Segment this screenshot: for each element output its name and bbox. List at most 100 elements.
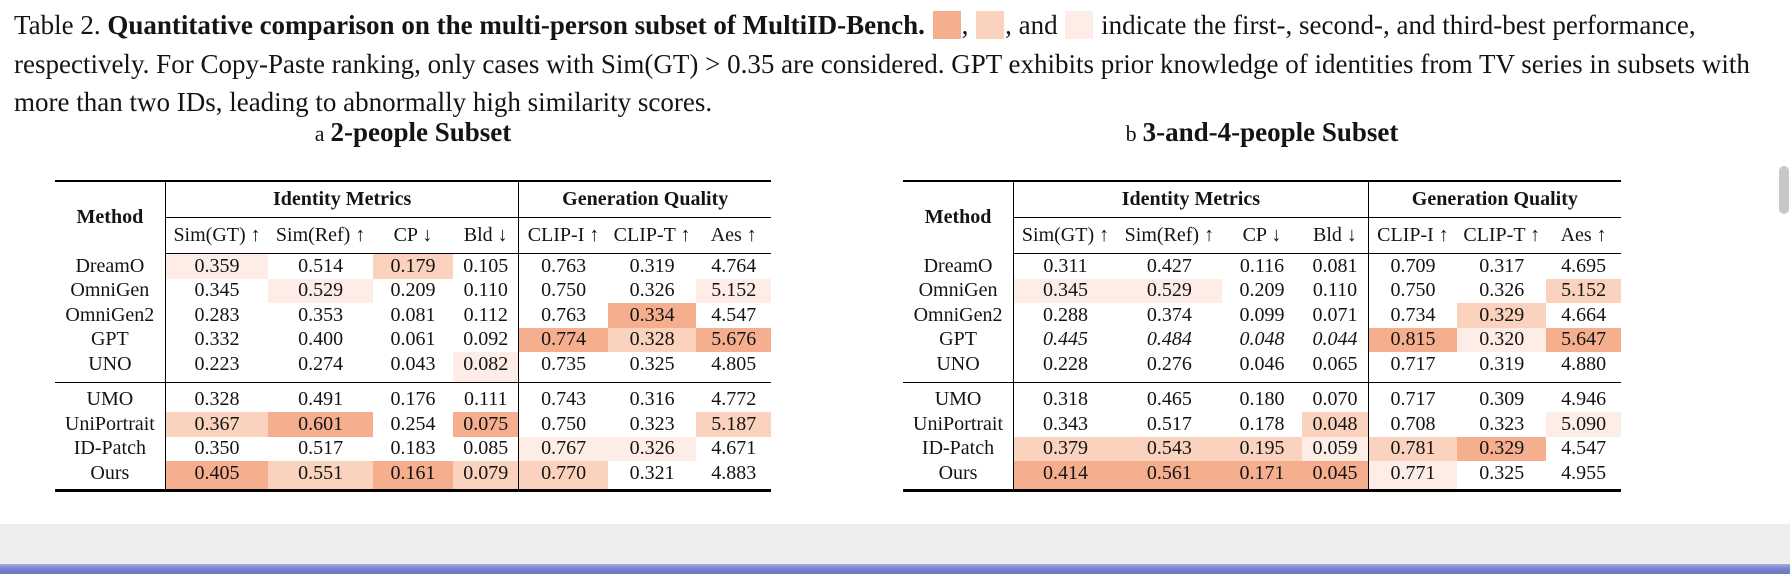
value-cell: 0.328 (607, 327, 697, 352)
method-cell: OmniGen (918, 279, 998, 302)
subtable-a-prefix: a (314, 121, 325, 146)
method-cell: OmniGen (70, 279, 150, 302)
table-row: GPT 0.332 0.400 0.061 0.092 0.774 0.328 5.676 (55, 327, 771, 352)
results-table-b: Method Identity Metrics Generation Quality… (903, 180, 1621, 492)
value-cell: 0.043 (390, 352, 436, 375)
table-row: ID-Patch 0.350 0.517 0.183 0.085 0.767 0.326 4.… (55, 436, 771, 461)
subtable-b-title-text: 3-and-4-people Subset (1142, 117, 1399, 147)
value-cell: 0.517 (298, 437, 344, 460)
value-cell: 0.070 (1302, 381, 1369, 412)
method-cell: UNO (936, 352, 980, 375)
value-cell: 0.099 (1239, 303, 1285, 326)
value-cell: 0.717 (1367, 381, 1458, 412)
value-cell: 0.071 (1312, 303, 1358, 326)
value-cell: 0.082 (453, 352, 519, 382)
value-cell: 0.400 (298, 328, 344, 351)
caption-bold-title: Quantitative comparison on the multi-per… (107, 10, 925, 40)
value-cell: 0.770 (518, 461, 608, 490)
table-row: UniPortrait 0.343 0.517 0.178 0.048 0.708 0.32… (903, 412, 1621, 437)
value-cell: 5.152 (1546, 278, 1621, 303)
value-cell: 0.079 (453, 461, 519, 490)
value-cell: 0.750 (518, 412, 608, 437)
subtable-b-prefix: b (1125, 121, 1137, 146)
window-bottom-strip (0, 524, 1790, 564)
method-cell: GPT (90, 328, 129, 351)
value-cell: 0.529 (268, 278, 373, 303)
value-cell: 0.465 (1116, 381, 1222, 412)
value-cell: 0.319 (629, 254, 675, 277)
value-cell: 0.708 (1367, 412, 1458, 437)
value-cell: 0.112 (463, 303, 508, 326)
value-cell: 0.491 (268, 381, 373, 412)
caption-sep1: , (961, 10, 969, 40)
value-cell: 4.547 (1561, 437, 1607, 460)
caption-text: indicate the first-, second-, and third-… (14, 10, 1750, 117)
method-column-header: Method (76, 206, 144, 229)
value-cell: 0.228 (1013, 352, 1117, 382)
value-cell: 0.771 (1367, 461, 1458, 490)
value-cell: 0.734 (1367, 303, 1458, 328)
value-cell: 0.367 (164, 412, 269, 437)
quality-group-header: Generation Quality (518, 181, 771, 218)
first-best-color-swatch (932, 11, 961, 39)
method-cell: UMO (903, 381, 1014, 412)
value-cell: 0.171 (1221, 461, 1303, 490)
method-cell: ID-Patch (73, 437, 146, 460)
value-cell: 0.345 (1013, 278, 1117, 303)
method-cell: Ours (938, 461, 978, 484)
value-cell: 0.110 (463, 279, 508, 302)
method-cell: ID-Patch (921, 437, 995, 460)
value-cell: 0.717 (1367, 352, 1458, 382)
value-cell: 0.359 (164, 253, 269, 279)
subtable-a-title-text: 2-people Subset (330, 117, 512, 147)
value-cell: 4.764 (711, 254, 757, 277)
value-cell: 0.276 (1146, 352, 1192, 375)
value-cell: 0.283 (164, 303, 269, 328)
value-cell: 0.379 (1013, 436, 1117, 461)
table-row: ID-Patch 0.379 0.543 0.195 0.059 0.781 0.329 4.… (903, 436, 1621, 461)
column-header: CLIP-I ↑ (1367, 217, 1458, 254)
value-cell: 0.405 (164, 461, 269, 490)
value-cell: 0.329 (1457, 303, 1547, 328)
value-cell: 0.320 (1457, 327, 1547, 352)
table-row: OmniGen 0.345 0.529 0.209 0.110 0.750 0.326 5.1… (903, 278, 1621, 303)
caption-label: Table 2. (14, 10, 101, 40)
value-cell: 0.325 (1479, 461, 1525, 484)
table-row: OmniGen2 0.288 0.374 0.099 0.071 0.734 0.329 4.… (903, 303, 1621, 328)
value-cell: 0.183 (390, 437, 436, 460)
method-cell: UMO (55, 381, 166, 412)
value-cell: 0.085 (463, 437, 509, 460)
value-cell: 0.209 (1239, 279, 1285, 302)
subtable-b-title: b 3-and-4-people Subset (903, 114, 1621, 150)
value-cell: 0.427 (1146, 254, 1192, 277)
value-cell: 0.319 (1479, 352, 1525, 375)
value-cell: 5.090 (1546, 412, 1621, 437)
column-header: CP ↓ (372, 217, 454, 254)
value-cell: 0.326 (607, 436, 697, 461)
column-header: Bld ↓ (1302, 217, 1369, 254)
column-header: Sim(GT) ↑ (164, 217, 269, 254)
subtable-2-people: a 2-people Subset Method Identity Metrics G… (55, 114, 771, 492)
value-cell: 0.048 (1302, 412, 1369, 437)
value-cell: 0.543 (1116, 436, 1222, 461)
value-cell: 0.110 (1312, 279, 1358, 302)
table-row: Ours 0.414 0.561 0.171 0.045 0.771 0.325 4.955 (903, 461, 1621, 490)
scrollbar-thumb[interactable] (1779, 166, 1789, 214)
table-row: OmniGen2 0.283 0.353 0.081 0.112 0.763 0.334 4.… (55, 303, 771, 328)
method-cell: UniPortrait (913, 412, 1004, 435)
value-cell: 0.529 (1116, 278, 1222, 303)
value-cell: 0.767 (518, 436, 608, 461)
column-header: CLIP-I ↑ (518, 217, 608, 254)
table-row: DreamO 0.359 0.514 0.179 0.105 0.763 0.319 4.76… (55, 253, 771, 279)
value-cell: 0.059 (1302, 436, 1369, 461)
value-cell: 0.514 (298, 254, 344, 277)
value-cell: 0.750 (518, 278, 608, 303)
value-cell: 0.180 (1221, 381, 1303, 412)
method-column-header: Method (924, 206, 992, 229)
column-header: Sim(Ref) ↑ (1116, 217, 1222, 254)
value-cell: 0.311 (1013, 253, 1117, 279)
column-header: Bld ↓ (453, 217, 519, 254)
table-row: UNO 0.223 0.274 0.043 0.082 0.735 0.325 4.805 (55, 352, 771, 382)
value-cell: 0.061 (390, 328, 436, 351)
